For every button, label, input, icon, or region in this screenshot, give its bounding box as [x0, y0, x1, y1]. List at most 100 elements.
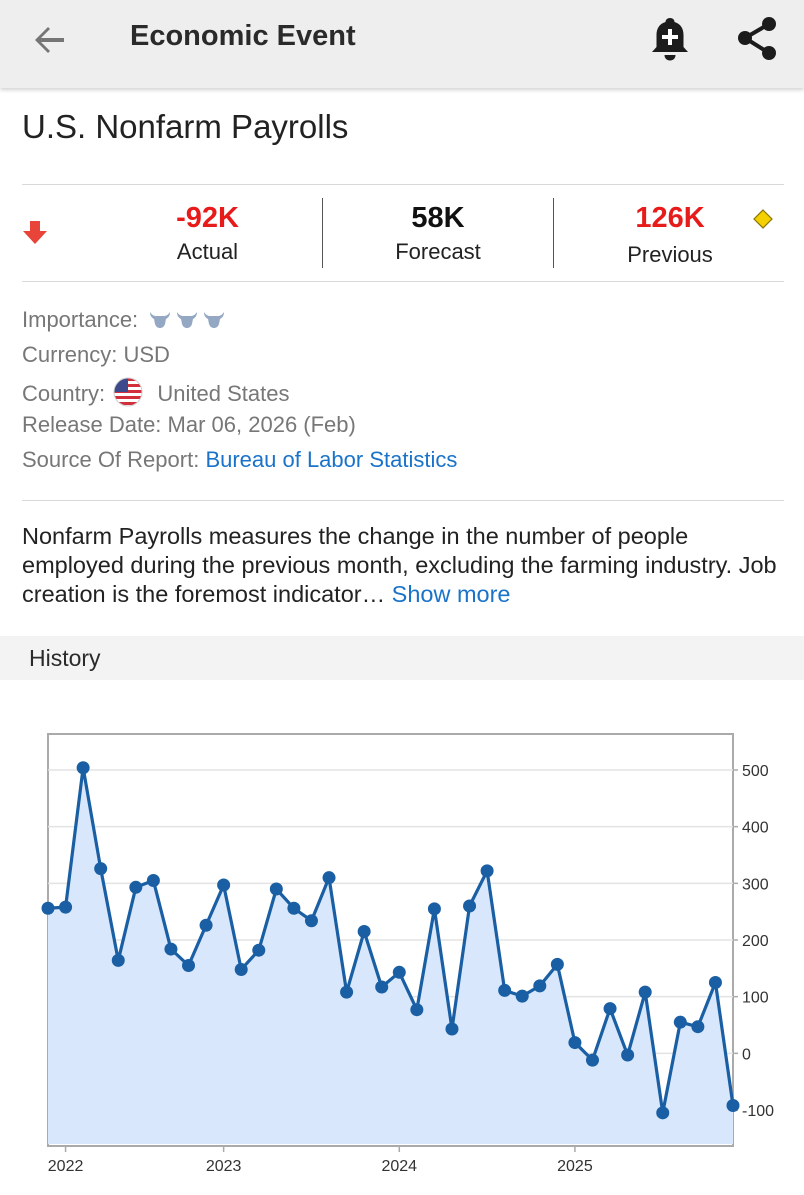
data-point[interactable] [621, 1048, 635, 1062]
bull-icon [177, 312, 198, 328]
data-point[interactable] [182, 959, 196, 972]
x-tick-label: 2025 [557, 1158, 593, 1175]
data-point[interactable] [340, 985, 354, 999]
event-description: Nonfarm Payrolls measures the change in … [22, 522, 792, 609]
forecast-stat: 58K Forecast [370, 202, 506, 265]
y-tick-label: 100 [742, 990, 769, 1007]
history-header: History [0, 636, 804, 680]
importance-row: Importance: [22, 307, 226, 333]
data-point[interactable] [498, 983, 512, 997]
release-date-value: Mar 06, 2026 (Feb) [167, 412, 356, 437]
data-point[interactable] [445, 1022, 459, 1036]
data-point[interactable] [217, 878, 231, 892]
x-tick-label: 2023 [206, 1158, 242, 1175]
data-point[interactable] [480, 864, 494, 878]
data-point[interactable] [375, 980, 389, 994]
data-point[interactable] [76, 761, 90, 775]
bull-icon [204, 312, 225, 328]
data-point[interactable] [410, 1003, 424, 1017]
data-point[interactable] [357, 925, 371, 938]
currency-label: Currency: [22, 342, 118, 367]
previous-stat: 126K Previous [600, 202, 740, 268]
country-label: Country: [22, 381, 106, 406]
share-button[interactable] [732, 14, 782, 64]
data-point[interactable] [304, 914, 318, 928]
data-point[interactable] [568, 1036, 582, 1050]
data-point[interactable] [392, 965, 406, 979]
series-line [47, 766, 735, 1115]
data-point[interactable] [463, 899, 477, 913]
data-point[interactable] [41, 901, 55, 915]
y-tick-label: 400 [742, 820, 769, 837]
data-point[interactable] [603, 1002, 617, 1016]
data-point[interactable] [322, 871, 336, 885]
actual-stat: -92K Actual [140, 202, 275, 265]
importance-label: Importance: [22, 307, 139, 332]
arrow-down-icon [23, 221, 47, 244]
bull-icon [150, 312, 171, 328]
data-point[interactable] [199, 918, 213, 932]
x-tick-label: 2022 [48, 1158, 84, 1175]
actual-label: Actual [176, 239, 239, 264]
y-tick-label: 500 [742, 763, 769, 780]
data-point[interactable] [638, 985, 652, 999]
back-button[interactable] [28, 18, 72, 62]
app-bar-title: Economic Event [130, 20, 356, 52]
data-point[interactable] [550, 957, 564, 971]
data-point[interactable] [585, 1053, 599, 1067]
data-point[interactable] [287, 901, 301, 915]
history-chart[interactable]: 500 400 300 200 100 0 -100 2022 2023 2024 2025 [0, 700, 804, 1195]
x-tick-label: 2024 [381, 1158, 417, 1175]
release-date-label: Release Date: [22, 412, 162, 437]
data-point[interactable] [129, 880, 143, 894]
divider [22, 281, 784, 282]
us-flag-icon [113, 377, 143, 407]
source-link[interactable]: Bureau of Labor Statistics [205, 447, 458, 472]
description-text: Nonfarm Payrolls measures the change in … [22, 523, 777, 607]
data-point[interactable] [252, 943, 266, 957]
source-label: Source Of Report: [22, 447, 200, 472]
y-tick-label: 200 [742, 933, 769, 950]
data-point[interactable] [427, 902, 441, 916]
previous-label: Previous [627, 242, 713, 267]
show-more-link[interactable]: Show more [391, 581, 511, 607]
data-point[interactable] [673, 1015, 687, 1029]
actual-value: -92K [176, 202, 239, 234]
data-point[interactable] [59, 900, 73, 914]
y-tick-label: 300 [742, 876, 769, 893]
release-date-row: Release Date: Mar 06, 2026 (Feb) [22, 412, 356, 438]
diamond-icon[interactable] [752, 208, 774, 230]
stat-separator [322, 198, 323, 268]
stat-separator [553, 198, 554, 268]
bell-add-icon [652, 18, 688, 61]
area-fill [48, 767, 733, 1144]
data-point[interactable] [269, 882, 283, 896]
country-value: United States [157, 381, 290, 406]
y-tick-label: 0 [742, 1046, 751, 1063]
data-point[interactable] [164, 942, 178, 956]
history-label: History [29, 645, 101, 671]
divider [22, 500, 784, 501]
country-row: Country: United States [22, 377, 289, 407]
currency-value: USD [123, 342, 170, 367]
data-point[interactable] [656, 1106, 670, 1120]
arrow-back-icon [35, 27, 64, 53]
data-point[interactable] [94, 862, 108, 876]
importance-bulls [150, 312, 225, 328]
forecast-label: Forecast [395, 239, 481, 264]
data-point[interactable] [146, 874, 160, 887]
data-point[interactable] [111, 953, 125, 967]
previous-value: 126K [635, 202, 705, 234]
data-point[interactable] [726, 1098, 740, 1112]
data-point[interactable] [708, 976, 722, 989]
currency-row: Currency: USD [22, 342, 170, 368]
forecast-value: 58K [411, 202, 465, 234]
data-point[interactable] [515, 989, 529, 1003]
add-alert-button[interactable] [646, 14, 694, 66]
source-row: Source Of Report: Bureau of Labor Statis… [22, 447, 457, 473]
data-point[interactable] [234, 962, 248, 976]
y-tick-label: -100 [742, 1103, 774, 1120]
data-point[interactable] [691, 1020, 705, 1034]
share-icon [738, 17, 776, 60]
data-point[interactable] [533, 979, 547, 993]
